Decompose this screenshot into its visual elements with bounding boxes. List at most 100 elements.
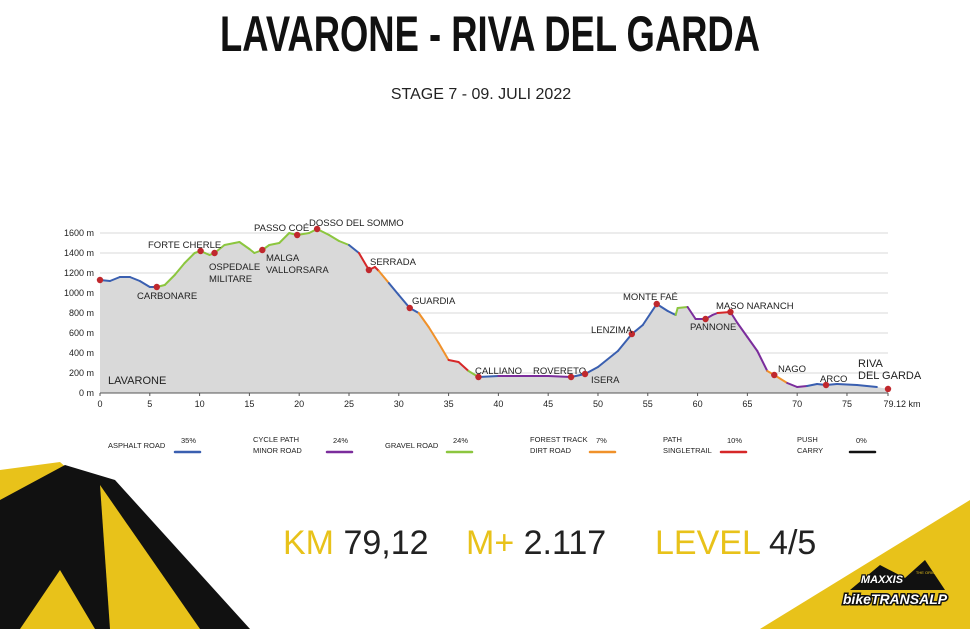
y-tick-label: 400 m [69,348,94,358]
waypoint-label: CALLIANO [475,366,522,377]
profile-segment [357,252,370,271]
profile-segment [477,375,500,378]
waypoint [313,225,321,233]
x-tick-label: 65 [742,399,752,409]
profile-segment [596,350,619,368]
y-tick-label: 1400 m [64,248,94,258]
waypoint-label: PASSO COÉ [254,223,309,234]
x-tick-label: 30 [394,399,404,409]
y-tick-label: 200 m [69,368,94,378]
waypoint-label: PANNONE [690,322,736,333]
waypoint [884,385,892,393]
y-tick-label: 1600 m [64,228,94,238]
waypoint-label: LENZIMA [591,325,633,336]
profile-segment [786,382,799,388]
profile-segment [676,306,689,309]
waypoint-label: DOSSO DEL SOMMO [309,218,404,229]
profile-segment [138,280,151,288]
x-tick-label: 35 [444,399,454,409]
profile-segment [128,276,141,282]
profile-segment [806,383,819,387]
logo-brand: MAXXIS [861,574,904,586]
profile-segment [108,276,121,282]
x-tick-label: 25 [344,399,354,409]
waypoint-label: FORTE CHERLE [148,240,221,251]
legend-label: PUSH [797,435,818,444]
legend-label: ASPHALT ROAD [108,441,166,450]
profile-segment [347,244,360,254]
y-tick-label: 1000 m [64,288,94,298]
waypoint-label: OSPEDALE [209,262,260,273]
profile-segment [756,350,769,372]
legend-label: MINOR ROAD [253,446,302,455]
profile-segment [238,241,251,250]
stat: LEVEL 4/5 [655,524,816,562]
legend-share: 24% [453,436,468,445]
profile-area [100,229,888,393]
y-tick-label: 0 m [79,388,94,398]
profile-segment [736,322,749,338]
waypoint-label: DEL GARDA [858,370,922,382]
profile-segment [836,383,858,386]
waypoint [727,308,734,316]
waypoint [822,381,830,389]
yellow-corner [760,500,970,629]
stat-label: LEVEL [655,524,760,562]
plot: 0 m 200 m 400 m 600 m 800 m 1000 m 1200 m 1400 … [64,218,922,455]
profile-segment [338,240,350,246]
waypoint [259,246,266,254]
waypoint [153,283,160,291]
waypoint [406,304,413,312]
logo-name: bikeTRANSALP [843,591,948,607]
profile-segment [686,306,697,320]
profile-segment [387,282,400,296]
waypoint [365,266,373,274]
legend-label: PATH [663,435,682,444]
waypoint-label: LAVARONE [108,375,166,387]
waypoint [702,315,709,323]
profile-segment [268,242,281,246]
legend-label: FOREST TRACK [530,435,588,444]
stat-value: 2.117 [524,524,607,562]
waypoint-label: NAGO [778,364,806,375]
profile-segment [223,242,236,246]
legend-label: DIRT ROAD [530,446,572,455]
x-tick-label: 40 [493,399,503,409]
y-tick-label: 800 m [69,308,94,318]
legend-share: 10% [727,436,742,445]
waypoint-label: MONTE FAÉ [623,292,678,303]
stat-value: 79,12 [343,524,428,562]
profile-segment [248,248,256,254]
profile-segment [547,375,573,378]
waypoint [293,231,301,239]
waypoint [771,371,778,379]
waypoint-label: ARCO [820,374,847,385]
profile-segment [278,232,291,244]
waypoint [653,300,660,308]
waypoint [567,373,575,381]
waypoint [581,370,589,378]
x-tick-label: 5 [147,399,152,409]
stat: M+ 2.117 [466,524,606,562]
profile-segment [796,385,809,388]
legend-share: 35% [181,436,196,445]
profile-segment [447,359,460,363]
legend-share: 7% [596,436,607,445]
profile-segment [183,252,196,264]
legend-share: 0% [856,436,867,445]
subtitle: STAGE 7 - 09. JULI 2022 [391,86,571,103]
profile-segment [616,333,633,352]
waypoint-label: RIVA [858,358,884,370]
waypoint-label: MILITARE [209,274,252,285]
x-tick-label: 15 [244,399,254,409]
x-tick-label: 50 [593,399,603,409]
waypoint-label: CARBONARE [137,291,197,302]
profile-segment [437,342,450,361]
waypoint [96,276,104,284]
title: LAVARONE - RIVA DEL GARDA [220,6,760,62]
waypoint-label: SERRADA [370,257,417,268]
x-tick-label: 70 [792,399,802,409]
stat-label: KM [283,524,334,562]
legend-share: 24% [333,436,348,445]
